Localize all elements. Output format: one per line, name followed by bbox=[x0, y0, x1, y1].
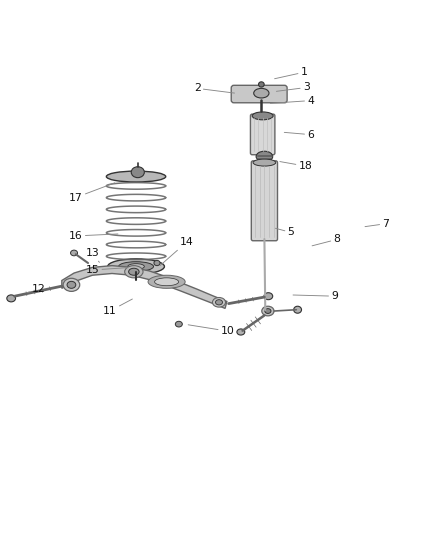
Ellipse shape bbox=[154, 261, 160, 265]
Text: 8: 8 bbox=[312, 235, 340, 246]
Ellipse shape bbox=[128, 264, 145, 269]
Ellipse shape bbox=[155, 278, 179, 286]
FancyBboxPatch shape bbox=[251, 161, 278, 241]
Ellipse shape bbox=[106, 171, 166, 182]
FancyBboxPatch shape bbox=[251, 114, 275, 155]
Ellipse shape bbox=[264, 293, 273, 300]
Ellipse shape bbox=[215, 300, 223, 305]
Ellipse shape bbox=[293, 306, 301, 313]
Text: 1: 1 bbox=[275, 67, 307, 79]
Ellipse shape bbox=[67, 281, 76, 288]
Ellipse shape bbox=[262, 306, 274, 316]
Text: 17: 17 bbox=[69, 183, 115, 203]
Text: 9: 9 bbox=[293, 291, 338, 301]
Text: 16: 16 bbox=[69, 231, 118, 241]
Text: 5: 5 bbox=[276, 228, 294, 237]
Text: 4: 4 bbox=[270, 95, 314, 106]
Ellipse shape bbox=[258, 82, 264, 87]
FancyBboxPatch shape bbox=[231, 85, 287, 103]
Ellipse shape bbox=[129, 268, 139, 275]
Ellipse shape bbox=[63, 278, 80, 292]
Ellipse shape bbox=[125, 265, 143, 278]
Text: 15: 15 bbox=[85, 265, 127, 275]
Ellipse shape bbox=[131, 167, 145, 177]
Ellipse shape bbox=[175, 321, 182, 327]
Ellipse shape bbox=[108, 259, 164, 274]
Ellipse shape bbox=[254, 88, 269, 98]
Text: 11: 11 bbox=[103, 299, 132, 316]
Ellipse shape bbox=[212, 297, 226, 307]
Text: 14: 14 bbox=[160, 238, 193, 265]
Ellipse shape bbox=[148, 275, 185, 288]
Ellipse shape bbox=[7, 295, 15, 302]
Text: 10: 10 bbox=[188, 325, 235, 336]
Ellipse shape bbox=[252, 112, 273, 120]
Text: 3: 3 bbox=[276, 83, 310, 93]
Polygon shape bbox=[62, 265, 227, 309]
Text: 2: 2 bbox=[194, 83, 234, 93]
Ellipse shape bbox=[119, 262, 153, 271]
Ellipse shape bbox=[237, 329, 245, 335]
Text: 6: 6 bbox=[284, 130, 314, 140]
Text: 13: 13 bbox=[85, 248, 99, 262]
Ellipse shape bbox=[256, 151, 273, 161]
Ellipse shape bbox=[265, 309, 271, 313]
Text: 7: 7 bbox=[365, 219, 389, 229]
Ellipse shape bbox=[71, 250, 78, 256]
Text: 18: 18 bbox=[280, 161, 312, 171]
Text: 12: 12 bbox=[27, 284, 46, 294]
Ellipse shape bbox=[253, 159, 276, 166]
